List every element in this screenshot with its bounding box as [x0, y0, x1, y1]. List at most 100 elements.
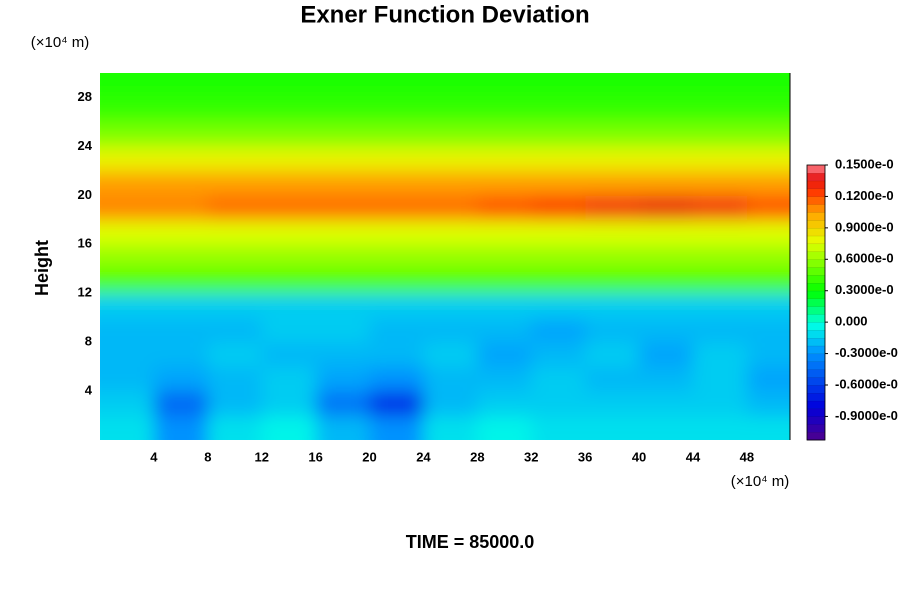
field-cell	[692, 170, 748, 196]
field-cell	[369, 317, 424, 343]
field-cell	[639, 268, 694, 294]
field-cell	[692, 219, 748, 245]
x-tick-label: 48	[740, 449, 754, 464]
colorbar-swatch	[806, 392, 826, 402]
field-cell	[692, 415, 748, 440]
field-cell	[153, 97, 209, 123]
field-cell	[261, 317, 317, 343]
field-cell	[207, 342, 263, 368]
x-tick-label: 16	[308, 449, 322, 464]
field-cell	[153, 121, 209, 147]
field-cell	[423, 366, 478, 392]
field-cell	[261, 97, 317, 123]
colorbar-label: 0.9000e-0	[835, 219, 894, 234]
field-cell	[639, 170, 694, 196]
colorbar-swatch	[806, 204, 826, 213]
field-cell	[531, 121, 586, 147]
field-cell	[639, 366, 694, 392]
field-cell	[692, 391, 748, 417]
field-cell	[639, 73, 694, 98]
field-cell	[369, 121, 424, 147]
x-tick-label: 12	[254, 449, 268, 464]
field-cell	[315, 195, 371, 221]
field-cell	[369, 170, 424, 196]
colorbar-swatch	[806, 274, 826, 284]
field-cell	[477, 391, 532, 417]
field-cell	[531, 317, 586, 343]
field-cell	[423, 415, 478, 440]
field-cell	[639, 391, 694, 417]
field-cell	[585, 219, 640, 245]
field-cell	[100, 219, 155, 245]
field-cell	[315, 391, 371, 417]
field-cell	[315, 170, 371, 196]
colorbar-swatch	[806, 376, 826, 386]
field-cell	[585, 121, 640, 147]
colorbar-frame	[806, 164, 826, 441]
field-cell	[369, 366, 424, 392]
colorbar-label: 0.3000e-0	[835, 282, 894, 297]
colorbar-swatch	[806, 235, 826, 245]
field-cell	[585, 391, 640, 417]
field-cell	[746, 366, 790, 392]
field-cell	[153, 317, 209, 343]
x-tick-label: 20	[362, 449, 376, 464]
field-cell	[639, 121, 694, 147]
field-cell	[477, 121, 532, 147]
field-cell	[153, 293, 209, 319]
field-cell	[207, 293, 263, 319]
field-cell	[692, 97, 748, 123]
field-cell	[207, 268, 263, 294]
field-cell	[477, 170, 532, 196]
field-cell	[207, 121, 263, 147]
x-tick-label: 28	[470, 449, 484, 464]
field-cell	[477, 268, 532, 294]
field-cell	[369, 195, 424, 221]
field-cell	[100, 317, 155, 343]
field-cell	[315, 146, 371, 172]
field-cell	[746, 121, 790, 147]
colorbar: 0.1500e-0 0.1200e-0 0.9000e-0 0.6000e-0 0.30…	[806, 156, 898, 441]
colorbar-swatch	[806, 196, 826, 205]
field-cell	[153, 415, 209, 440]
field-cell	[585, 244, 640, 270]
colorbar-label: -0.9000e-0	[835, 408, 898, 423]
field-cell	[477, 73, 532, 98]
field-cell	[261, 268, 317, 294]
colorbar-swatch	[806, 424, 826, 433]
field-cell	[746, 317, 790, 343]
field-cell	[531, 293, 586, 319]
field-cell	[315, 97, 371, 123]
field-cell	[423, 146, 478, 172]
colorbar-swatch	[806, 251, 826, 260]
field-cell	[692, 195, 748, 221]
field-cell	[315, 73, 371, 98]
colorbar-swatch	[806, 298, 826, 307]
colorbar-swatch	[806, 314, 826, 323]
field-cell	[369, 415, 424, 440]
field-cell	[100, 391, 155, 417]
field-cell	[423, 97, 478, 123]
field-cell	[207, 415, 263, 440]
colorbar-swatch	[806, 361, 826, 370]
field-cell	[585, 293, 640, 319]
colorbar-swatch	[806, 211, 826, 221]
colorbar-swatch	[806, 290, 826, 300]
field-cell	[369, 293, 424, 319]
y-tick-label: 8	[85, 334, 92, 349]
field-cell	[261, 170, 317, 196]
colorbar-swatch	[806, 188, 826, 197]
colorbar-swatch	[806, 227, 826, 237]
field-cell	[261, 366, 317, 392]
field-cell	[639, 317, 694, 343]
field-cell	[207, 219, 263, 245]
colorbar-swatch	[806, 408, 826, 417]
colorbar-label: 0.1200e-0	[835, 188, 894, 203]
field-cell	[692, 342, 748, 368]
field-cell	[477, 97, 532, 123]
field-cell	[746, 268, 790, 294]
x-unit: (×10⁴ m)	[731, 473, 790, 490]
field-cell	[477, 342, 532, 368]
field-cell	[261, 391, 317, 417]
field-cell	[315, 219, 371, 245]
